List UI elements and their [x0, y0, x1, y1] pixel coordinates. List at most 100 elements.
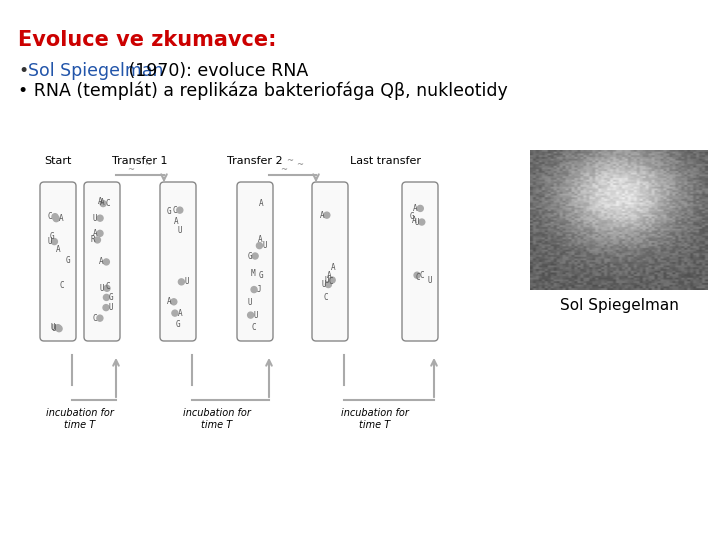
Text: G: G	[176, 320, 180, 329]
Text: U: U	[262, 241, 266, 250]
Text: G: G	[410, 212, 415, 221]
Text: G: G	[167, 207, 171, 216]
Text: M: M	[251, 269, 255, 278]
Text: Evoluce ve zkumavce:: Evoluce ve zkumavce:	[18, 30, 276, 50]
Circle shape	[171, 299, 177, 305]
Text: G: G	[248, 252, 253, 260]
Text: U: U	[253, 310, 258, 320]
Text: U: U	[47, 237, 52, 246]
Text: Sol Spiegelman: Sol Spiegelman	[559, 298, 678, 313]
Text: A: A	[327, 271, 331, 280]
FancyBboxPatch shape	[40, 182, 76, 341]
Text: U: U	[93, 214, 97, 222]
Text: Transfer 2: Transfer 2	[228, 156, 283, 166]
Text: C: C	[420, 271, 424, 280]
FancyBboxPatch shape	[84, 182, 120, 341]
Text: C: C	[329, 277, 333, 286]
Text: U: U	[184, 278, 189, 286]
Circle shape	[177, 207, 183, 213]
Circle shape	[53, 215, 59, 221]
Text: C: C	[48, 212, 53, 221]
Text: ~: ~	[144, 159, 151, 168]
Circle shape	[97, 315, 103, 321]
Text: G: G	[50, 232, 54, 241]
Text: U: U	[325, 275, 330, 285]
Circle shape	[97, 231, 103, 237]
Text: A: A	[59, 214, 63, 223]
Circle shape	[248, 312, 253, 318]
Circle shape	[104, 285, 110, 291]
Text: C: C	[251, 323, 256, 332]
Text: A: A	[258, 235, 262, 244]
Text: ~: ~	[279, 165, 287, 174]
Circle shape	[52, 214, 58, 220]
Text: ~: ~	[127, 165, 134, 174]
Text: R: R	[90, 235, 95, 245]
Circle shape	[104, 294, 109, 300]
Text: U: U	[99, 284, 104, 293]
Text: A: A	[174, 217, 179, 226]
Text: G: G	[66, 256, 71, 265]
Text: incubation for
time T: incubation for time T	[341, 408, 409, 430]
Circle shape	[256, 242, 262, 248]
Text: A: A	[56, 245, 60, 254]
Text: C: C	[106, 282, 110, 291]
Text: A: A	[99, 198, 104, 207]
Circle shape	[94, 237, 100, 243]
Text: A: A	[93, 229, 97, 238]
FancyBboxPatch shape	[312, 182, 348, 341]
Text: incubation for
time T: incubation for time T	[183, 408, 251, 430]
Text: A: A	[166, 298, 171, 306]
Text: U: U	[415, 218, 419, 226]
Text: U: U	[321, 280, 325, 289]
Circle shape	[329, 277, 336, 283]
Text: A: A	[259, 199, 264, 208]
Text: Transfer 1: Transfer 1	[112, 156, 168, 166]
Text: (1970): evoluce RNA: (1970): evoluce RNA	[123, 62, 308, 80]
Text: A: A	[331, 264, 336, 272]
Text: U: U	[50, 323, 55, 332]
Text: A: A	[178, 309, 182, 318]
Circle shape	[325, 281, 331, 287]
Circle shape	[56, 326, 62, 332]
Circle shape	[324, 212, 330, 218]
Text: •: •	[18, 62, 28, 80]
Circle shape	[414, 272, 420, 278]
Text: C: C	[93, 314, 97, 323]
Text: Start: Start	[45, 156, 72, 166]
Circle shape	[55, 325, 61, 330]
Circle shape	[100, 200, 106, 207]
Circle shape	[419, 219, 425, 225]
Text: C: C	[416, 273, 420, 282]
Text: Last transfer: Last transfer	[349, 156, 420, 166]
Text: U: U	[428, 276, 432, 285]
Text: A: A	[412, 217, 416, 225]
Text: A: A	[99, 258, 104, 266]
Text: A: A	[98, 197, 103, 206]
Text: U: U	[109, 303, 113, 312]
Circle shape	[179, 279, 184, 285]
Text: C: C	[60, 281, 65, 291]
Text: G: G	[258, 271, 264, 280]
Text: C: C	[106, 199, 110, 208]
Circle shape	[97, 215, 103, 221]
Text: incubation for
time T: incubation for time T	[46, 408, 114, 430]
Circle shape	[104, 259, 109, 265]
FancyBboxPatch shape	[160, 182, 196, 341]
Text: J: J	[257, 285, 261, 294]
Circle shape	[172, 310, 178, 316]
FancyBboxPatch shape	[237, 182, 273, 341]
Text: Sol Spiegelman: Sol Spiegelman	[28, 62, 163, 80]
Circle shape	[418, 205, 423, 212]
Text: U: U	[247, 298, 252, 307]
Text: U: U	[178, 226, 182, 235]
Text: C: C	[173, 206, 177, 214]
Text: A: A	[413, 204, 418, 213]
Circle shape	[251, 287, 257, 293]
FancyBboxPatch shape	[402, 182, 438, 341]
Text: • RNA (templát) a replikáza bakteriofága Qβ, nukleotidy: • RNA (templát) a replikáza bakteriofága…	[18, 82, 508, 100]
Circle shape	[51, 239, 58, 245]
Text: ~: ~	[286, 156, 292, 165]
Circle shape	[103, 305, 109, 310]
Text: U: U	[52, 324, 56, 333]
